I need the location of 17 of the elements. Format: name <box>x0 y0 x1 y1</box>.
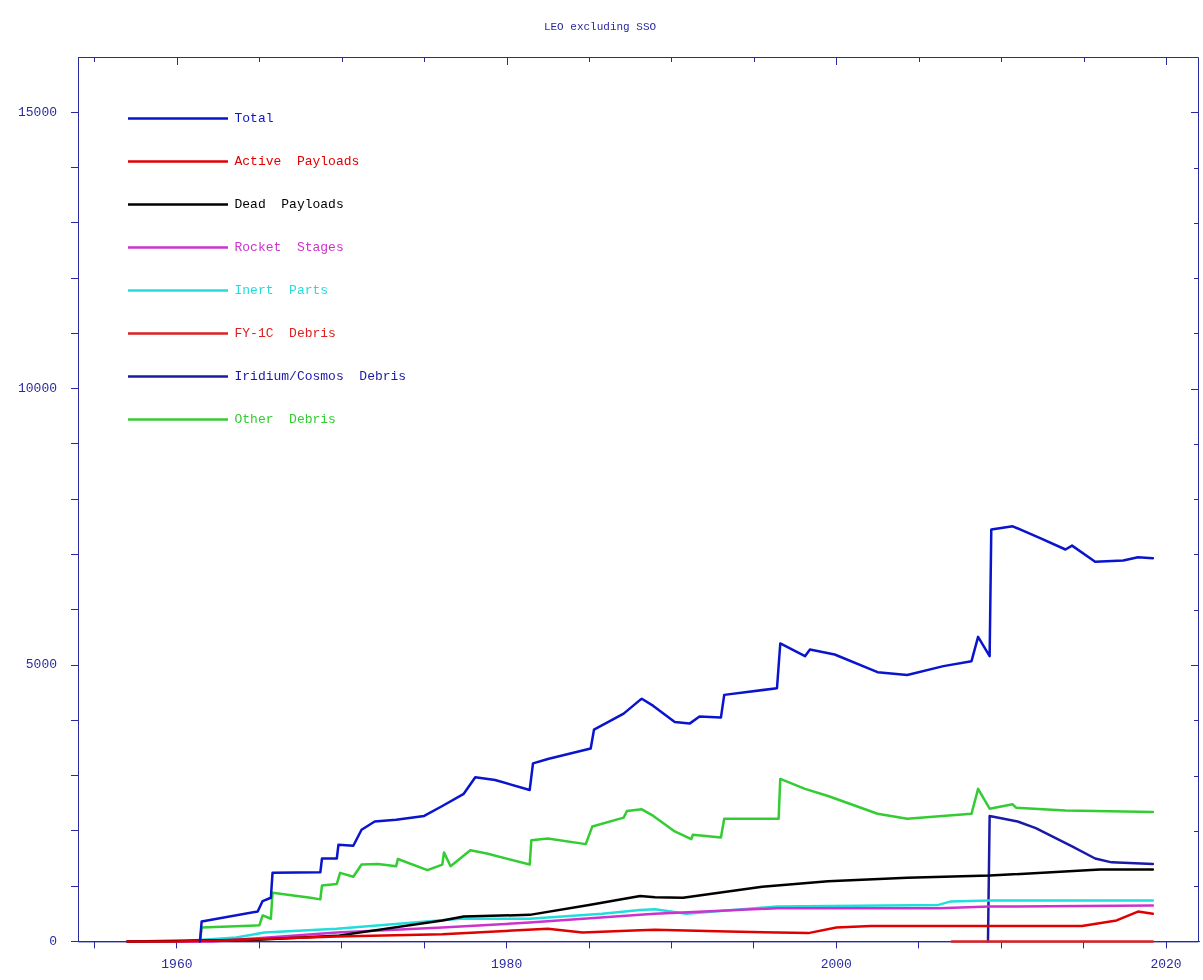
text: Iridium/Cosmos Debris <box>234 368 407 384</box>
text: Dead Payloads <box>234 196 344 212</box>
text: Inert Parts <box>234 282 329 298</box>
y-tick-label: 15000 <box>17 104 58 120</box>
x-tick-label: 1960 <box>161 956 193 972</box>
y-tick-label: 5000 <box>25 657 58 673</box>
x-tick-label: 2020 <box>1150 956 1182 972</box>
text: FY-1C Debris <box>234 325 336 341</box>
text: Other Debris <box>234 411 336 427</box>
x-tick-label: 1980 <box>491 956 523 972</box>
text: Total <box>234 110 274 126</box>
x-tick-label: 2000 <box>820 956 852 972</box>
text: Active Payloads <box>234 153 360 169</box>
y-tick-label: 10000 <box>17 381 58 397</box>
chart-title: LEO excluding SSO <box>543 20 657 33</box>
text: Rocket Stages <box>234 239 344 255</box>
y-tick-label: 0 <box>49 933 58 949</box>
